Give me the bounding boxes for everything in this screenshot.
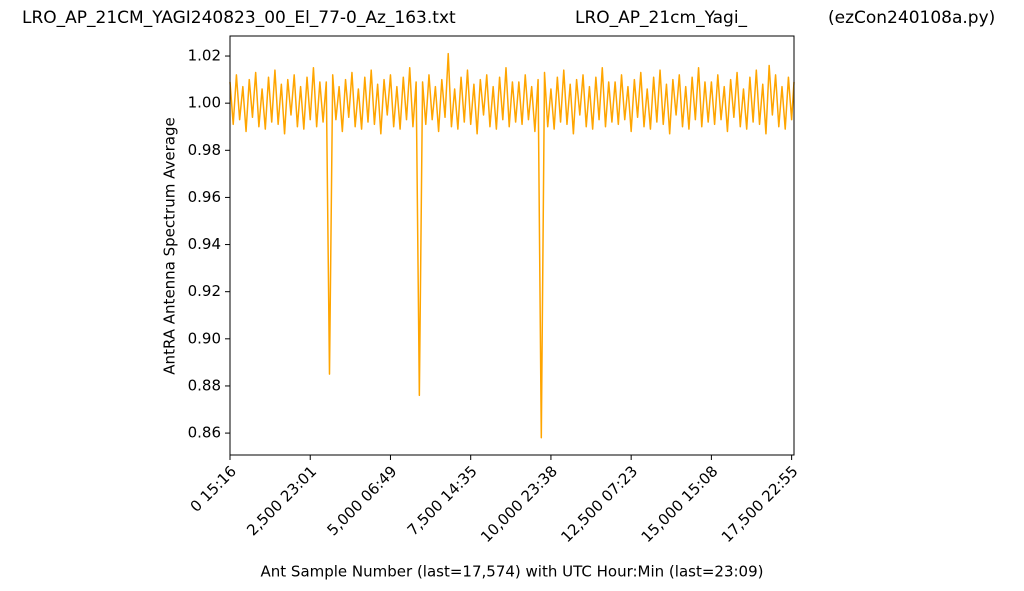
y-tick-label: 0.86: [188, 424, 221, 442]
y-tick-label: 0.98: [188, 141, 221, 159]
x-tick-label: 12,500 07:23: [557, 462, 641, 546]
x-tick-label: 5,000 06:49: [323, 462, 400, 539]
plot-frame: [229, 35, 795, 456]
x-tick-label: 7,500 14:35: [404, 462, 481, 539]
y-tick-label: 0.96: [188, 188, 221, 206]
x-axis-label: Ant Sample Number (last=17,574) with UTC…: [261, 563, 764, 581]
x-tick-label: 15,000 15:08: [638, 462, 722, 546]
annotation: (ezCon240108a.py): [828, 8, 995, 28]
chart-title: LRO_AP_21CM_YAGI240823_00_El_77-0_Az_163…: [22, 8, 456, 28]
y-tick-label: 1.02: [188, 47, 221, 65]
x-tick-label: 17,500 22:55: [718, 462, 802, 546]
y-tick-label: 0.94: [188, 235, 221, 253]
y-tick-label: 0.90: [188, 329, 221, 347]
y-tick-label: 0.88: [188, 376, 221, 394]
y-tick-label: 0.92: [188, 282, 221, 300]
y-tick-label: 1.00: [188, 94, 221, 112]
x-tick-label: 0 15:16: [187, 462, 240, 515]
y-axis-label: AntRA Antenna Spectrum Average: [161, 117, 179, 374]
x-tick-label: 2,500 23:01: [243, 462, 320, 539]
data-line: [229, 52, 795, 439]
chart-subtitle: LRO_AP_21cm_Yagi_: [575, 8, 748, 28]
x-tick-label: 10,000 23:38: [477, 462, 561, 546]
